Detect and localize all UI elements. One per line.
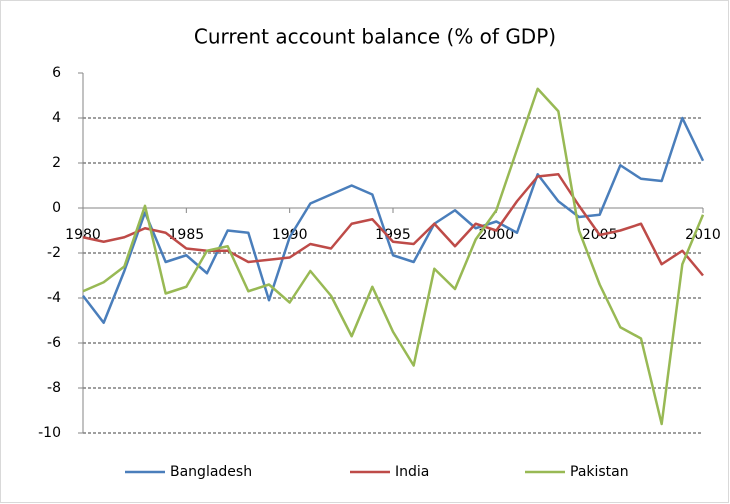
legend-label: Bangladesh	[170, 464, 252, 480]
series-line	[82, 173, 704, 277]
chart-title: Current account balance (% of GDP)	[194, 25, 556, 49]
x-tick-label: 2010	[685, 227, 721, 243]
legend-label: Pakistan	[570, 464, 629, 480]
y-tick-label: 6	[52, 65, 61, 81]
x-tick-label: 2000	[479, 227, 515, 243]
y-tick-label: -8	[47, 380, 61, 396]
x-tick-label: 1985	[169, 227, 205, 243]
y-tick-label: 4	[52, 110, 61, 126]
y-tick-label: 2	[52, 155, 61, 171]
y-tick-label: -2	[47, 245, 61, 261]
y-tick-label: 0	[52, 200, 61, 216]
y-tick-label: -4	[47, 290, 61, 306]
y-tick-label: -6	[47, 335, 61, 351]
series-line	[82, 116, 705, 324]
legend-label: India	[395, 464, 429, 480]
y-tick-label: -10	[38, 425, 61, 441]
series-line	[82, 87, 705, 426]
